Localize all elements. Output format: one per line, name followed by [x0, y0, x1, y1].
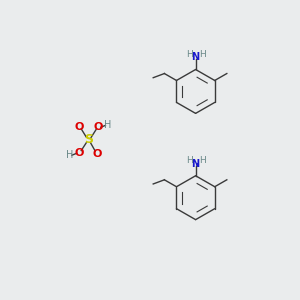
Text: O: O: [74, 122, 84, 132]
Text: H: H: [186, 50, 193, 59]
Text: H: H: [66, 150, 74, 160]
Text: N: N: [191, 52, 200, 62]
Text: N: N: [191, 159, 200, 169]
Text: O: O: [94, 122, 103, 132]
Text: S: S: [84, 134, 93, 146]
Text: O: O: [74, 148, 84, 158]
Text: H: H: [103, 120, 111, 130]
Text: H: H: [199, 50, 206, 59]
Text: H: H: [186, 157, 193, 166]
Text: H: H: [199, 157, 206, 166]
Text: O: O: [93, 149, 102, 159]
